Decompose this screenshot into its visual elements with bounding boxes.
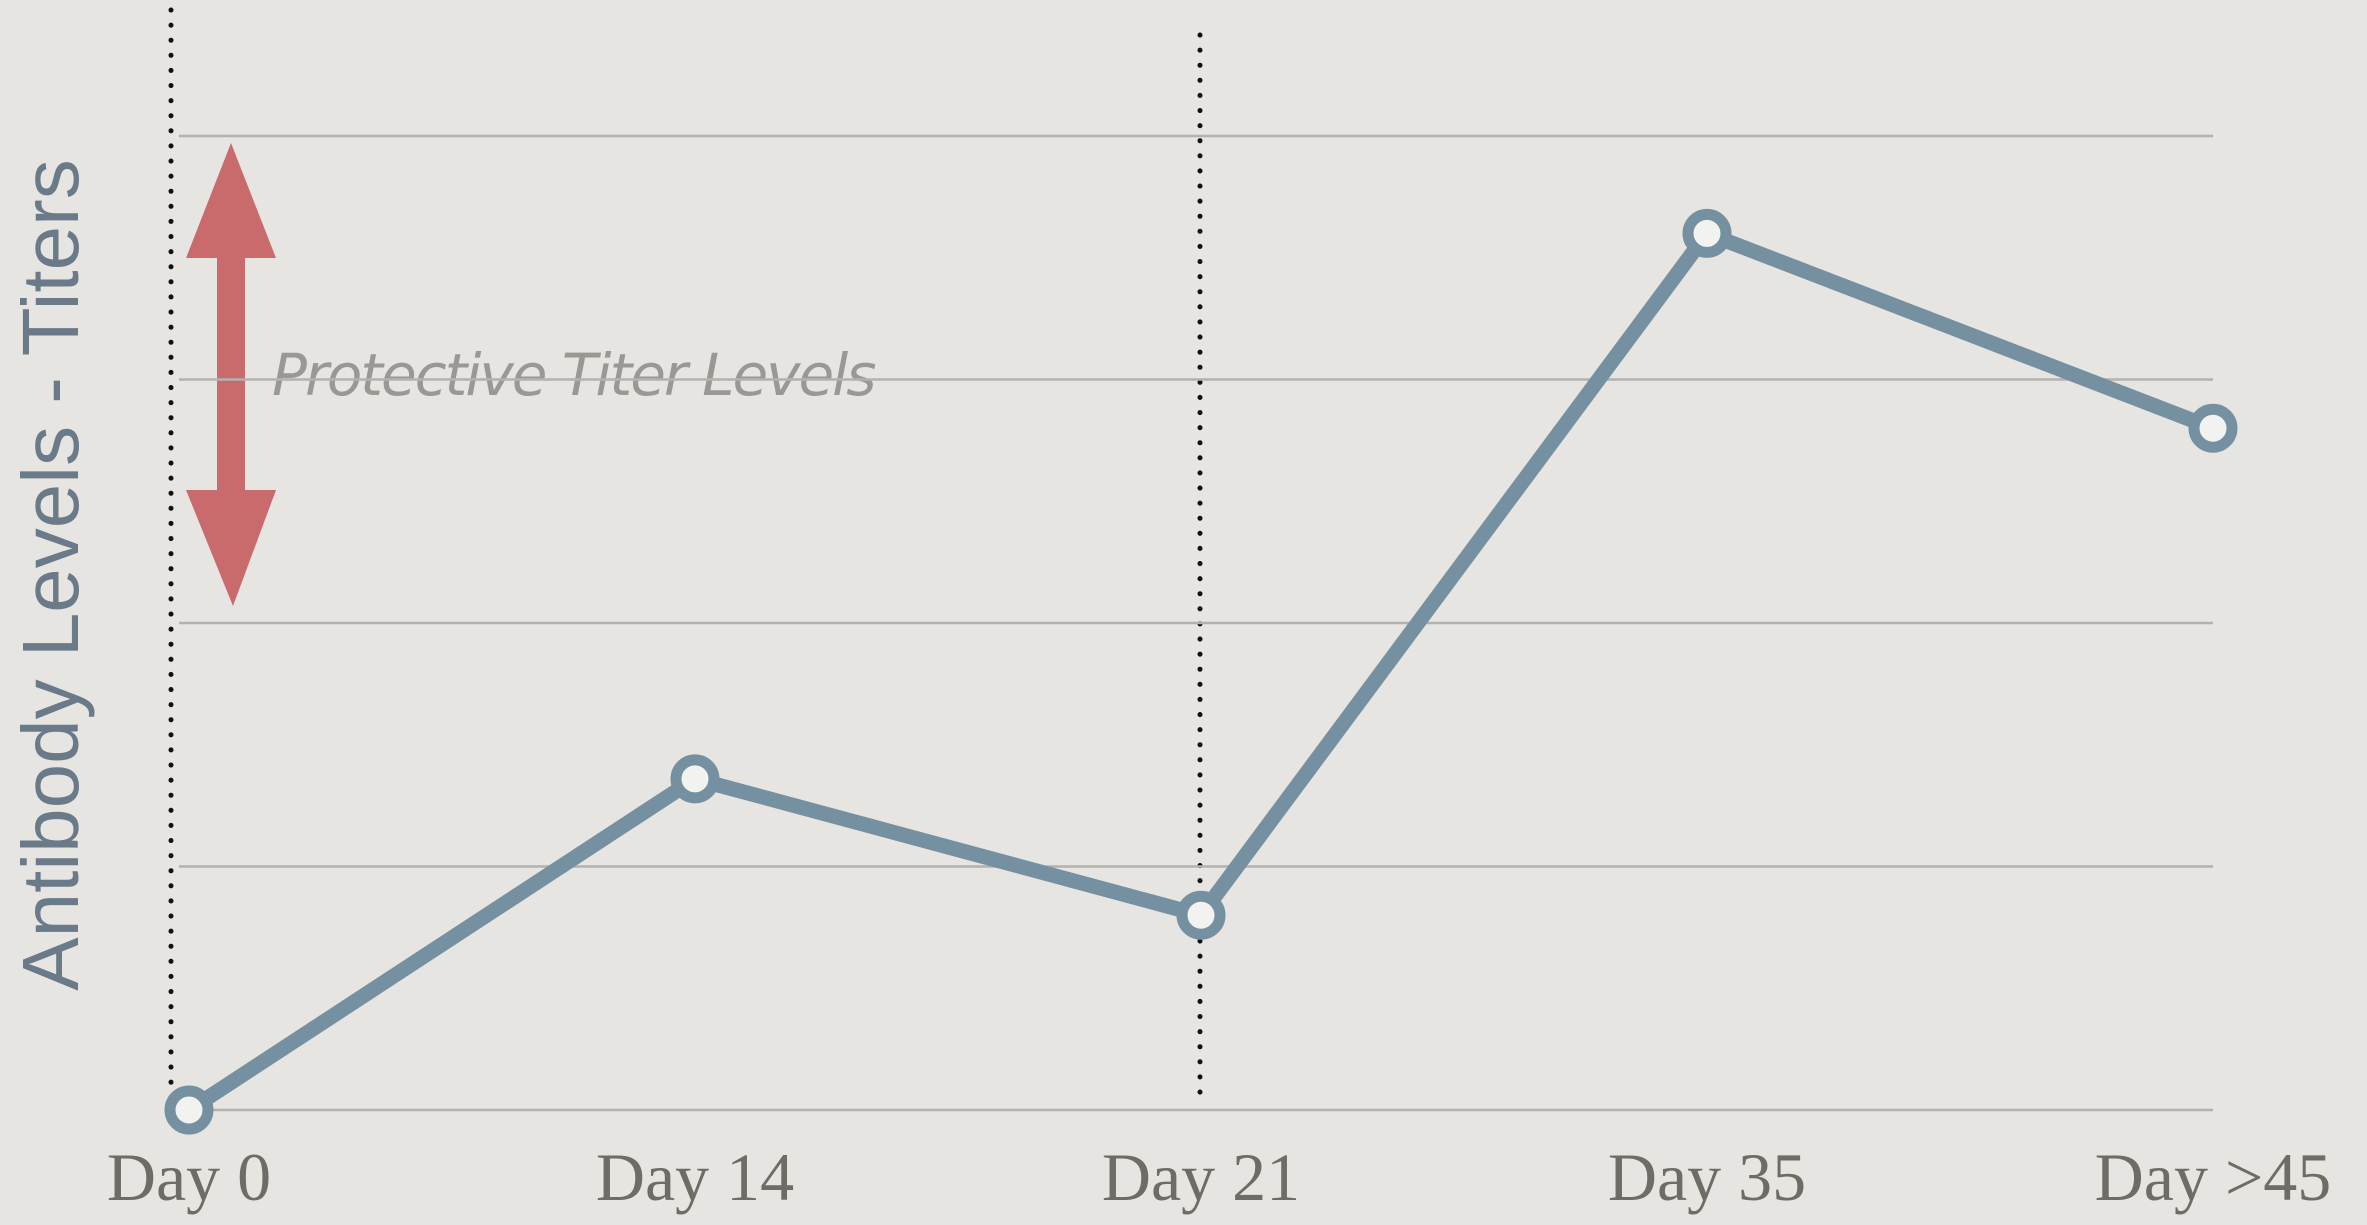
data-point [1682,208,1732,258]
annotation: Protective Titer Levels [272,341,875,409]
data-point [164,1085,214,1135]
data-point [1176,890,1226,940]
x-tick-label: Day 0 [107,1139,271,1215]
data-point [670,754,720,804]
x-tick-label: Day 35 [1608,1139,1806,1215]
x-tick-label: Day >45 [2095,1139,2332,1215]
range-arrow [186,143,276,606]
y-axis-label: Antibody Levels - Titers [6,159,95,990]
x-tick-label: Day 21 [1102,1139,1300,1215]
data-point [2188,403,2238,453]
x-tick-label: Day 14 [596,1139,794,1215]
